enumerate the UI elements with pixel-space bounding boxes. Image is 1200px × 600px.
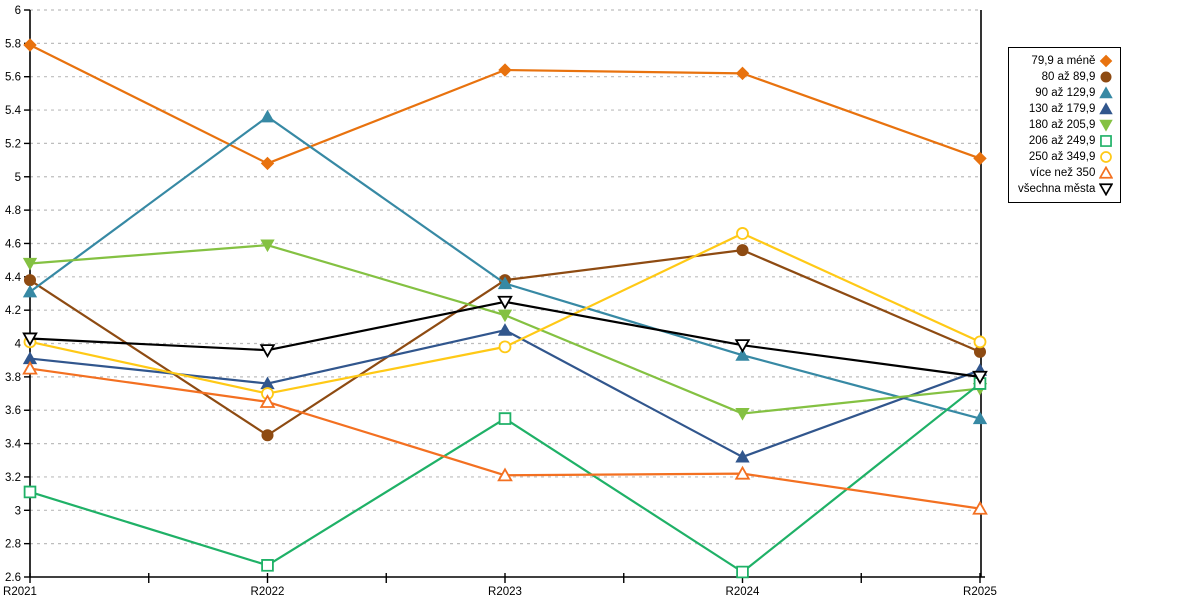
data-point-marker	[972, 411, 988, 425]
data-point-marker	[261, 559, 274, 572]
legend-label: více než 350	[1030, 167, 1096, 179]
data-point-marker	[972, 500, 988, 515]
triangle-down-legend-icon	[1099, 183, 1114, 196]
data-point-marker	[22, 257, 38, 271]
data-point-marker	[497, 295, 513, 310]
data-point-marker	[259, 394, 276, 408]
legend-item: 79,9 a méně	[1018, 53, 1113, 69]
data-point-marker	[261, 429, 274, 442]
triangle-up-legend-icon	[1099, 166, 1114, 179]
legend-label: 180 až 205,9	[1028, 119, 1096, 131]
legend-item: 250 až 349,9	[1018, 149, 1113, 165]
legend-item: 180 až 205,9	[1018, 117, 1114, 133]
y-tick-label: 5.8	[5, 38, 21, 50]
chart-legend: 79,9 a méně 80 až 89,9 90 až 129,9 130 až 1…	[1008, 47, 1122, 203]
x-tick-label: R2024	[726, 586, 760, 598]
y-tick-label: 4.8	[5, 205, 21, 217]
data-point-marker	[260, 156, 275, 171]
data-point-marker	[22, 332, 38, 347]
legend-item: všechna města	[1018, 181, 1114, 197]
legend-label: 206 až 249,9	[1028, 135, 1096, 147]
data-point-marker	[498, 63, 512, 77]
x-tick-label: R2022	[251, 586, 285, 598]
circle-legend-icon	[1100, 71, 1112, 83]
square-legend-icon	[1100, 135, 1113, 147]
y-tick-label: 5.2	[5, 138, 21, 150]
data-point-marker	[734, 339, 751, 354]
y-tick-label: 4	[15, 339, 22, 351]
data-point-marker	[23, 38, 37, 52]
legend-item: 90 až 129,9	[1018, 85, 1114, 101]
data-point-marker	[23, 485, 37, 499]
x-tick-label: R2023	[488, 586, 522, 598]
x-tick-label: R2025	[963, 586, 997, 598]
data-point-marker	[23, 274, 37, 287]
data-point-marker	[735, 66, 750, 81]
data-point-marker	[735, 449, 750, 463]
triangle-down-legend-icon	[1099, 119, 1114, 132]
legend-label: 79,9 a méně	[1031, 55, 1096, 67]
data-point-marker	[497, 323, 513, 336]
y-tick-label: 3.2	[5, 472, 21, 484]
series-line-0	[29, 44, 981, 165]
circle-legend-icon	[1100, 151, 1113, 163]
y-tick-label: 4.4	[5, 272, 22, 284]
legend-item: více než 350	[1018, 165, 1114, 181]
diamond-legend-icon	[1100, 54, 1113, 68]
data-point-marker	[497, 467, 513, 482]
data-point-marker	[972, 370, 988, 385]
data-point-marker	[498, 412, 512, 425]
x-tick-label: R2021	[3, 586, 37, 598]
y-tick-label: 2.6	[5, 572, 21, 584]
y-tick-label: 3	[15, 505, 21, 517]
data-point-marker	[260, 239, 275, 253]
data-point-marker	[736, 565, 749, 579]
legend-item: 130 až 179,9	[1018, 101, 1114, 117]
legend-label: všechna města	[1018, 183, 1096, 195]
y-tick-label: 5	[15, 172, 21, 184]
y-tick-label: 5.6	[5, 72, 21, 84]
data-point-marker	[735, 348, 750, 361]
legend-item: 206 až 249,9	[1018, 133, 1113, 149]
data-point-marker	[973, 335, 987, 349]
data-point-marker	[973, 151, 987, 166]
y-tick-label: 4.2	[5, 305, 21, 317]
data-point-marker	[22, 284, 38, 298]
legend-label: 80 až 89,9	[1041, 71, 1096, 83]
data-point-marker	[497, 276, 513, 290]
y-tick-label: 6	[15, 5, 21, 17]
data-point-marker	[497, 309, 513, 323]
y-tick-label: 3.4	[5, 439, 22, 451]
y-tick-label: 5.4	[5, 105, 22, 117]
data-point-marker	[736, 227, 749, 240]
legend-label: 130 až 179,9	[1028, 103, 1096, 115]
y-tick-label: 3.8	[5, 372, 21, 384]
data-point-marker	[259, 344, 276, 359]
data-point-marker	[498, 340, 512, 354]
y-tick-label: 2.8	[5, 539, 21, 551]
data-point-marker	[734, 465, 751, 480]
data-point-marker	[736, 244, 749, 257]
data-point-marker	[22, 360, 38, 375]
triangle-up-legend-icon	[1099, 102, 1114, 115]
y-tick-label: 3.6	[5, 405, 21, 417]
series-line-7	[29, 367, 981, 510]
data-point-marker	[735, 407, 750, 421]
y-tick-label: 4.6	[5, 238, 21, 250]
legend-item: 80 až 89,9	[1018, 69, 1113, 85]
triangle-up-legend-icon	[1099, 86, 1114, 99]
legend-label: 250 až 349,9	[1028, 151, 1096, 163]
legend-label: 90 až 129,9	[1035, 87, 1096, 99]
data-point-marker	[260, 109, 275, 123]
